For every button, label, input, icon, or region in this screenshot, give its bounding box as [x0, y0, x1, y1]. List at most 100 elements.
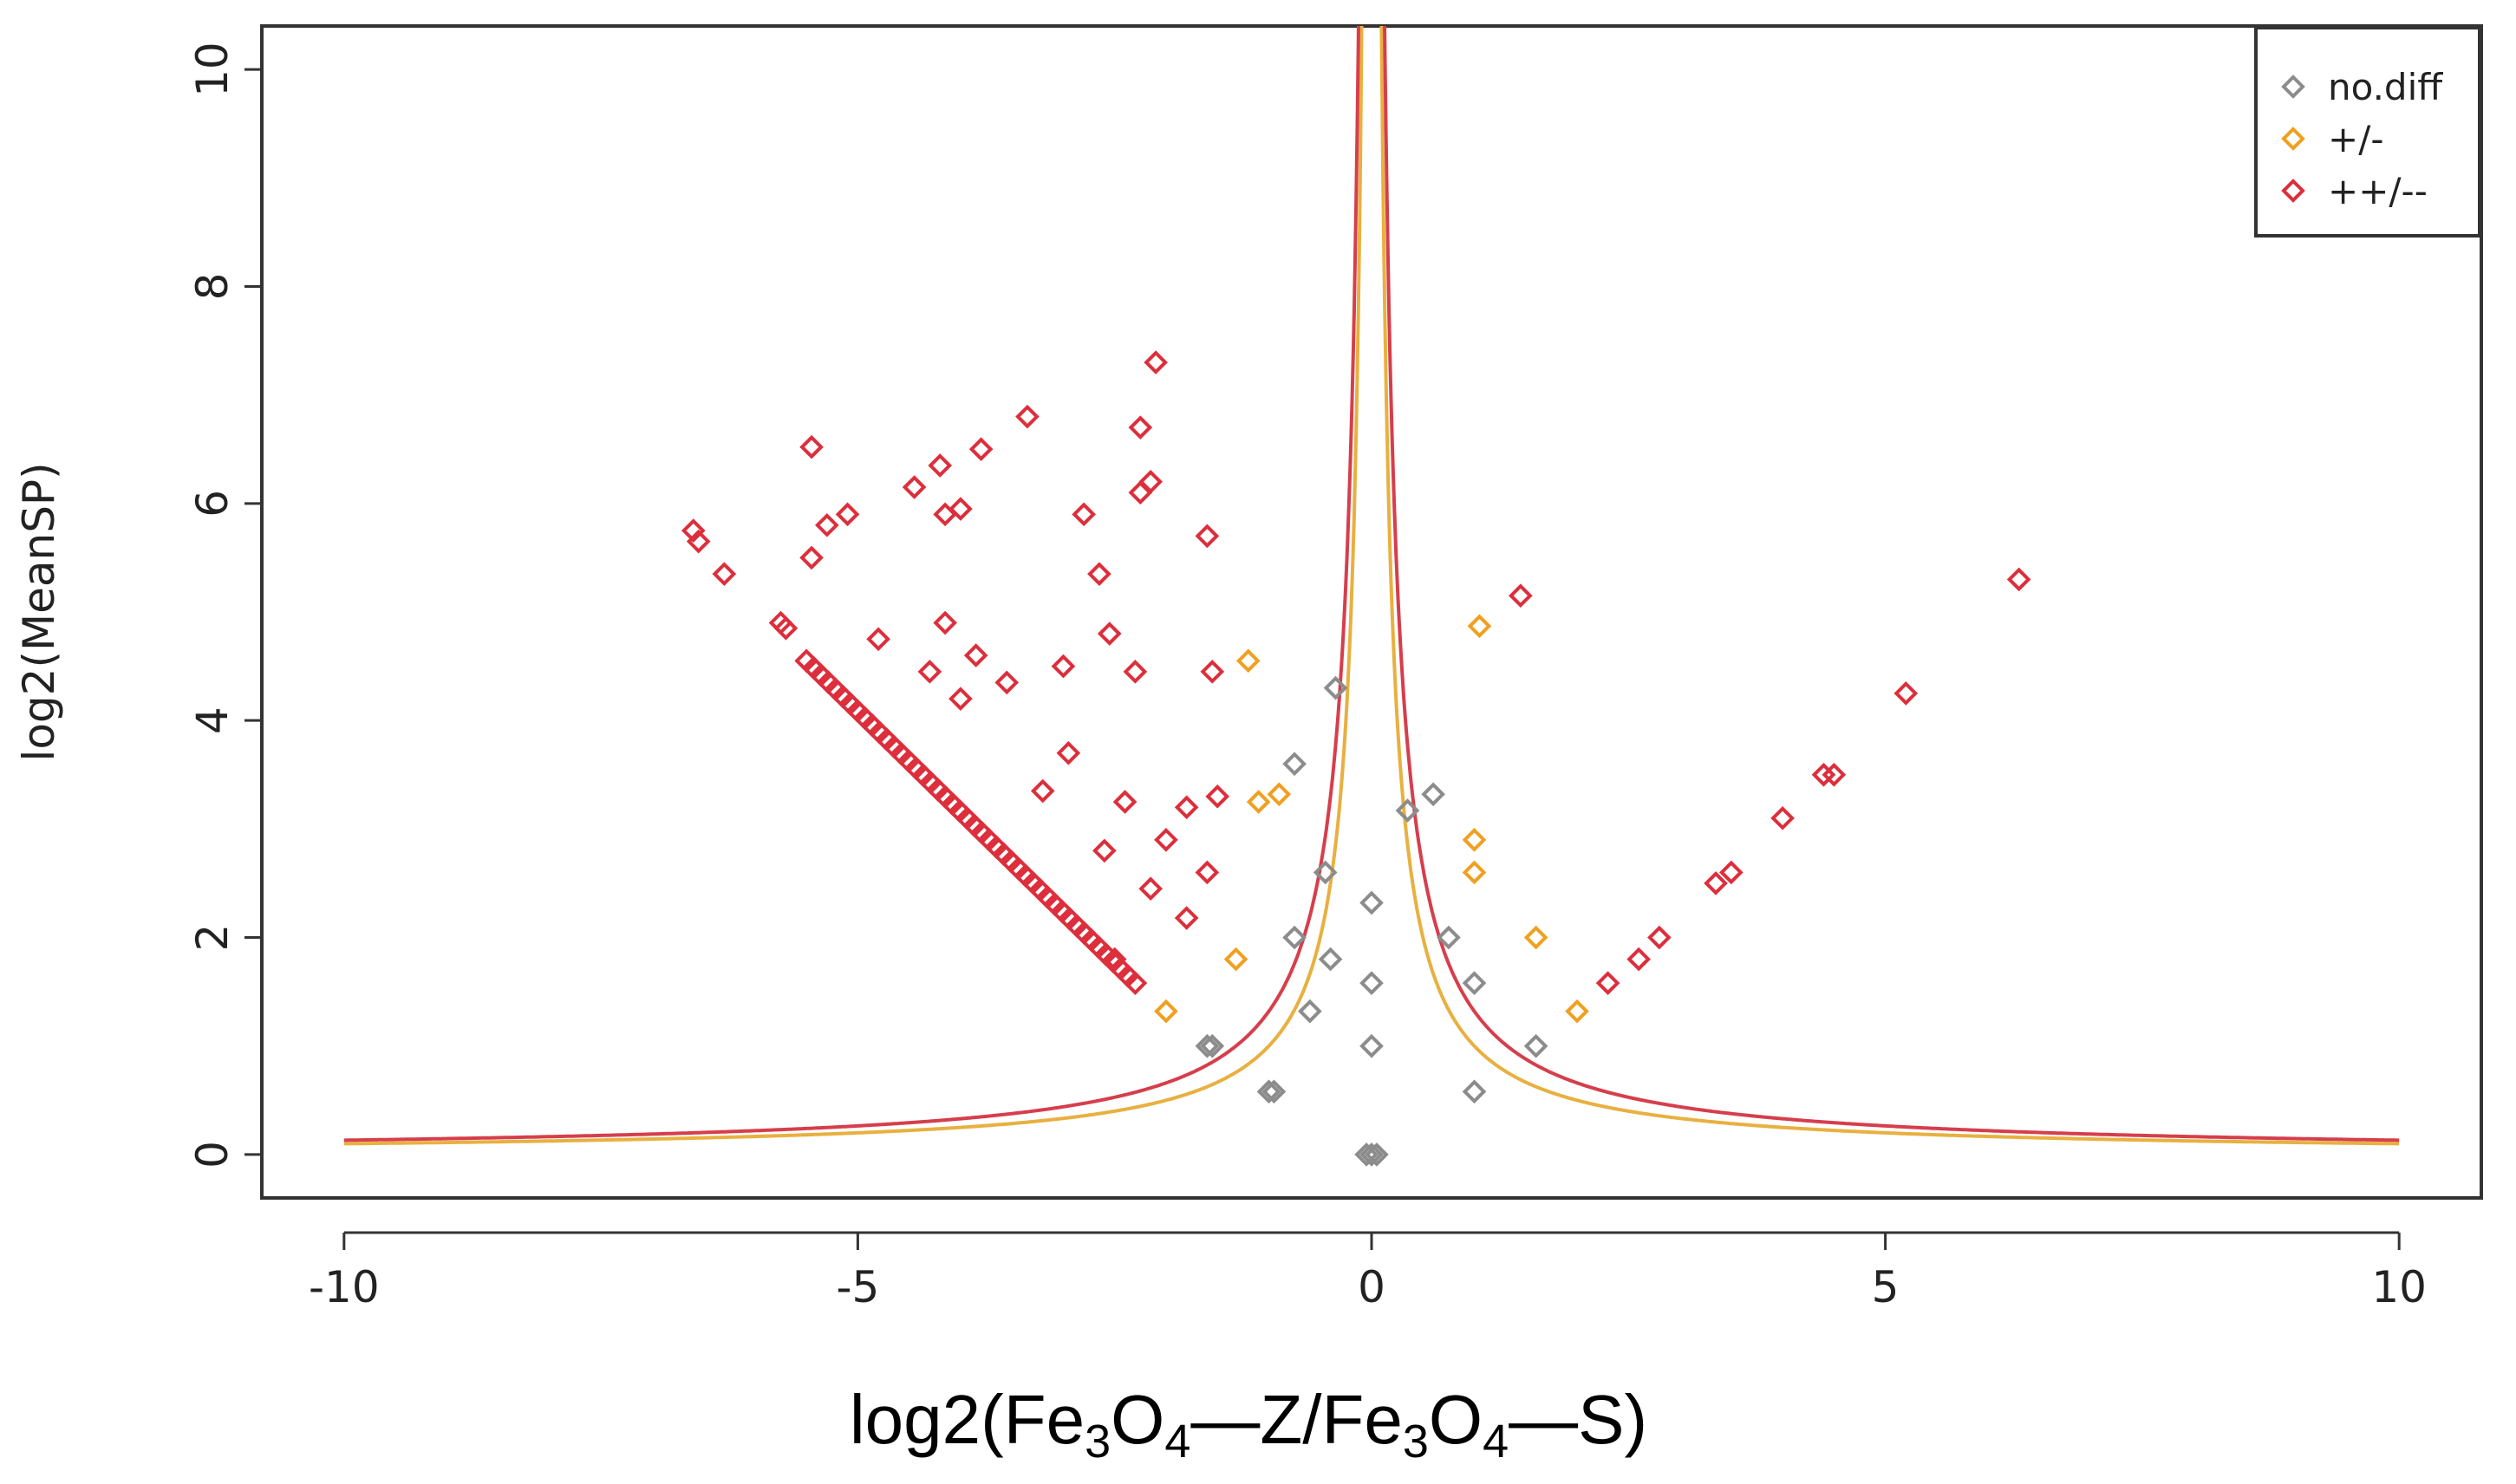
- point-pp: [1087, 562, 1111, 587]
- point-pp: [928, 453, 953, 478]
- point-pp: [1718, 860, 1744, 885]
- point-pm: [1235, 648, 1261, 674]
- point-pp: [1072, 502, 1096, 527]
- threshold-pp-right: [1383, 26, 2400, 1142]
- point-pp: [948, 687, 973, 711]
- point-pp: [681, 518, 706, 543]
- point-pp: [1626, 947, 1651, 972]
- plot-frame: [260, 24, 2483, 1200]
- point-pp: [1174, 795, 1199, 820]
- point-nodiff: [1395, 798, 1420, 823]
- y-tick-label: 4: [187, 706, 238, 734]
- point-pp: [1174, 906, 1199, 930]
- threshold-pm-right: [1379, 26, 2400, 1146]
- data-points: [681, 350, 2031, 1167]
- point-pp: [1704, 871, 1728, 895]
- x-tick-label: 5: [1872, 1262, 1900, 1312]
- threshold-pp-left: [343, 26, 1360, 1142]
- y-axis-label: log2(MeanSP): [14, 462, 64, 761]
- threshold-pm-left: [343, 26, 1364, 1146]
- point-pp: [1128, 415, 1153, 440]
- legend-marker-pm: [2281, 127, 2305, 151]
- point-nodiff: [1298, 999, 1322, 1024]
- x-axis-label: log2(Fe3O4—Z/Fe3O4—S): [850, 1381, 1647, 1468]
- point-pm: [1246, 790, 1271, 814]
- legend-marker-pp: [2281, 179, 2305, 203]
- point-pp: [835, 502, 860, 527]
- point-pp: [1154, 828, 1178, 852]
- point-nodiff: [1359, 1142, 1384, 1167]
- point-pp: [815, 513, 839, 537]
- point-pp: [1200, 660, 1225, 684]
- legend-label-pm: +/-: [2328, 118, 2384, 160]
- point-nodiff: [1195, 1033, 1220, 1058]
- y-axis: 0 2 4 6 8 10: [187, 42, 264, 1168]
- point-pm: [1223, 947, 1248, 972]
- point-pp: [948, 497, 973, 521]
- point-pp: [994, 670, 1020, 695]
- point-pp: [1138, 469, 1163, 494]
- point-pp: [963, 643, 988, 667]
- point-nodiff: [1359, 1033, 1384, 1058]
- x-axis: -10 -5 0 5 10: [309, 1231, 2427, 1312]
- point-nodiff: [1359, 890, 1384, 915]
- point-pp: [1770, 806, 1795, 830]
- y-tick-label: 0: [187, 1141, 238, 1168]
- point-pm: [1467, 614, 1492, 639]
- point-pp: [1647, 925, 1672, 950]
- point-pp: [1112, 790, 1137, 814]
- point-nodiff: [1313, 860, 1338, 885]
- point-nodiff: [1365, 1142, 1389, 1167]
- point-pp: [1205, 784, 1230, 809]
- point-pp: [1123, 971, 1148, 995]
- point-nodiff: [1421, 782, 1445, 807]
- point-nodiff: [1323, 675, 1348, 700]
- y-tick-label: 10: [187, 42, 238, 97]
- point-pp: [1056, 740, 1081, 765]
- point-pm: [1565, 999, 1589, 1024]
- point-nodiff: [1523, 1033, 1548, 1058]
- point-pp: [1092, 838, 1117, 863]
- y-tick-label: 8: [187, 273, 238, 301]
- point-pm: [1523, 925, 1548, 950]
- point-nodiff: [1256, 1079, 1281, 1104]
- point-pp: [1015, 404, 1040, 429]
- point-pp: [1195, 524, 1220, 549]
- point-pp: [1195, 860, 1220, 885]
- point-pm: [1462, 860, 1487, 885]
- point-pm: [1267, 782, 1292, 807]
- point-nodiff: [1359, 971, 1384, 995]
- point-pp: [1097, 622, 1122, 646]
- point-pp: [1144, 350, 1168, 374]
- x-tick-label: -10: [309, 1262, 380, 1312]
- point-nodiff: [1282, 752, 1307, 777]
- point-nodiff: [1462, 1079, 1487, 1104]
- point-nodiff: [1437, 925, 1461, 950]
- point-pp: [1138, 876, 1163, 901]
- point-pp: [686, 529, 711, 554]
- point-pp: [1595, 971, 1620, 995]
- point-pp: [1051, 654, 1076, 679]
- point-pp: [799, 545, 824, 570]
- legend-label-pp: ++/--: [2328, 170, 2428, 212]
- x-tick-label: 10: [2371, 1262, 2427, 1312]
- point-pp: [2006, 567, 2031, 592]
- point-pp: [1822, 762, 1847, 787]
- point-nodiff: [1318, 947, 1343, 972]
- point-pp: [773, 615, 798, 641]
- point-pp: [712, 562, 737, 587]
- x-tick-label: -5: [836, 1262, 879, 1312]
- point-pp: [933, 610, 957, 635]
- point-pm: [1462, 828, 1487, 852]
- point-pp: [799, 434, 824, 459]
- y-tick-label: 6: [187, 490, 238, 517]
- point-pm: [1154, 999, 1178, 1024]
- point-pp: [1509, 583, 1533, 609]
- point-pp: [902, 475, 927, 499]
- point-nodiff: [1200, 1033, 1225, 1058]
- legend-label-nodiff: no.diff: [2328, 66, 2443, 108]
- point-pp: [1030, 778, 1055, 804]
- point-nodiff: [1261, 1079, 1287, 1104]
- point-nodiff: [1462, 971, 1487, 995]
